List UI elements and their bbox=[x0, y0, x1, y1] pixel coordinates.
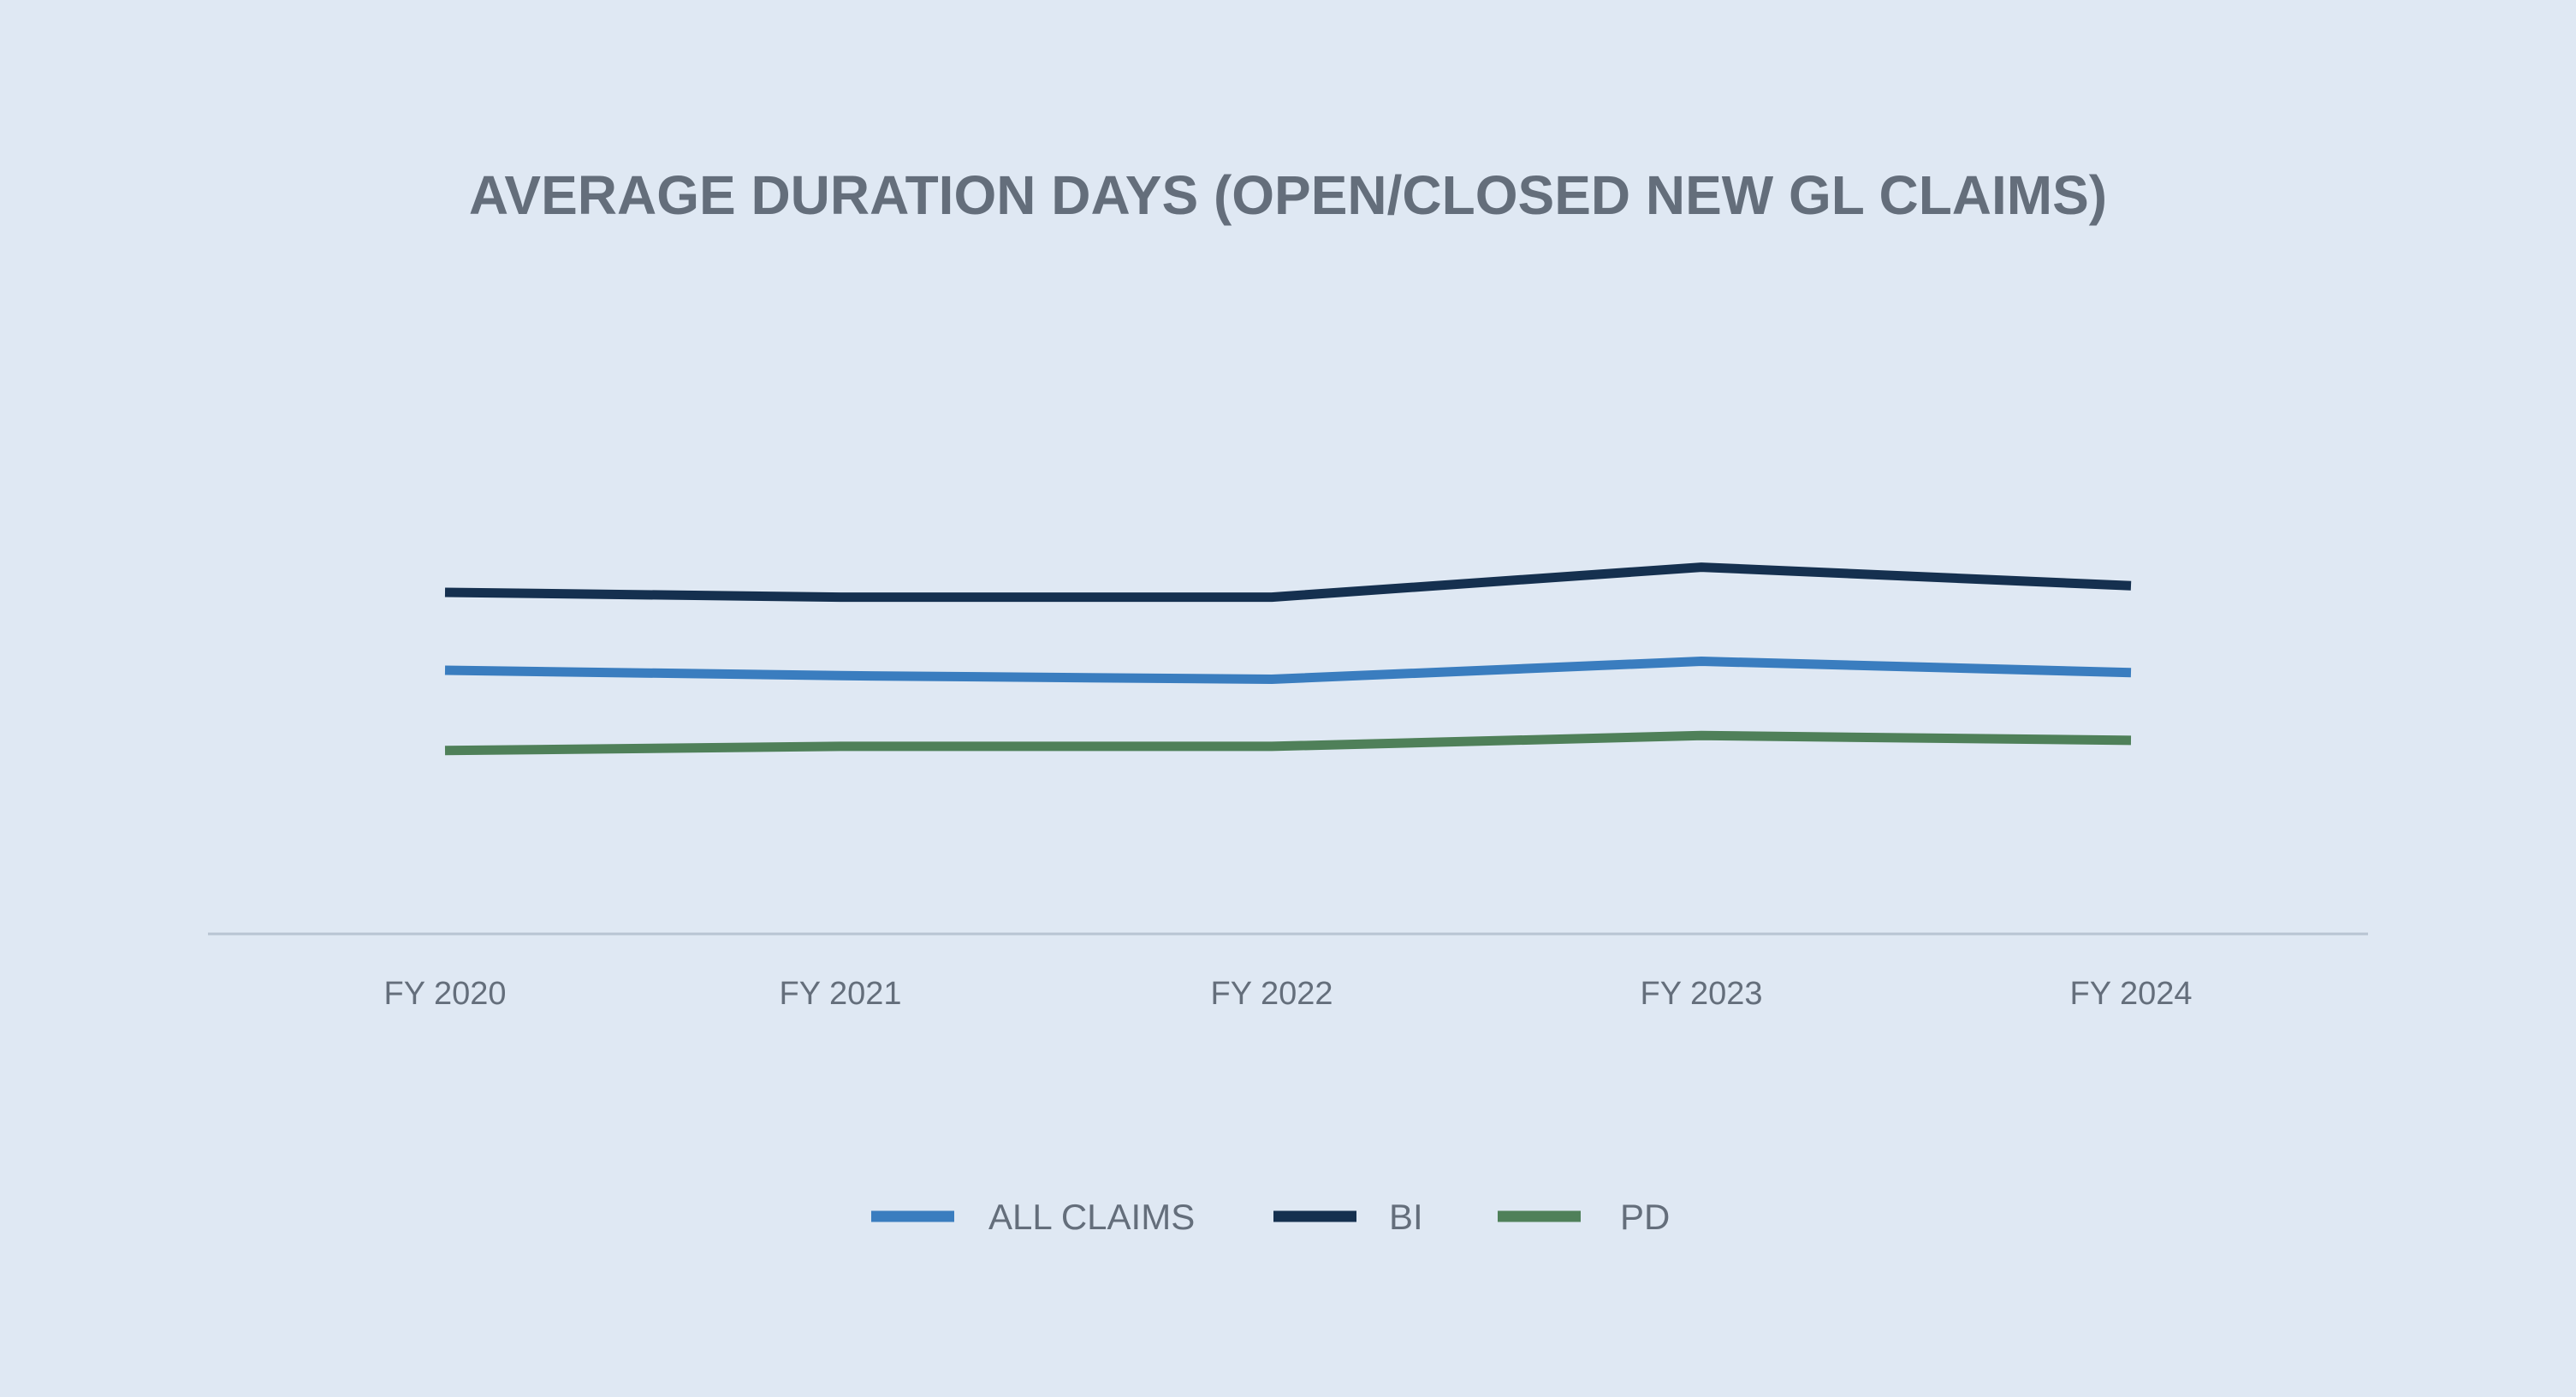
x-tick-label: FY 2023 bbox=[1641, 976, 1763, 1012]
series-line-pd bbox=[444, 730, 2132, 756]
series-line-bi bbox=[444, 562, 2132, 603]
legend-item-pd[interactable]: PD bbox=[1498, 1197, 1670, 1237]
legend-label-pd: PD bbox=[1620, 1197, 1670, 1237]
series-line-all-claims bbox=[444, 657, 2132, 684]
legend-item-bi[interactable]: BI bbox=[1273, 1197, 1423, 1237]
legend-item-all-claims[interactable]: ALL CLAIMS bbox=[871, 1197, 1195, 1237]
series-layer bbox=[444, 562, 2132, 756]
legend: ALL CLAIMS BI PD bbox=[871, 1197, 1670, 1237]
legend-label-bi: BI bbox=[1389, 1197, 1423, 1237]
legend-label-all-claims: ALL CLAIMS bbox=[988, 1197, 1195, 1237]
x-tick-label: FY 2020 bbox=[384, 976, 507, 1012]
x-tick-label: FY 2024 bbox=[2070, 976, 2193, 1012]
x-axis-ticks: FY 2020 FY 2021 FY 2022 FY 2023 FY 2024 bbox=[384, 976, 2193, 1012]
x-tick-label: FY 2022 bbox=[1211, 976, 1333, 1012]
chart-title: AVERAGE DURATION DAYS (OPEN/CLOSED NEW G… bbox=[469, 164, 2107, 226]
x-tick-label: FY 2021 bbox=[780, 976, 902, 1012]
